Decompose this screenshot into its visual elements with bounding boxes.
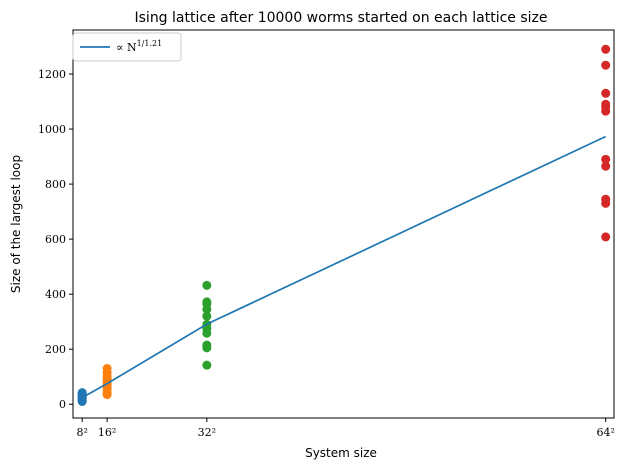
chart-marks <box>77 44 611 406</box>
data-point <box>202 340 212 350</box>
data-point <box>102 363 112 373</box>
data-point <box>601 232 611 242</box>
x-tick-label: 16² <box>98 426 116 439</box>
data-point <box>601 194 611 204</box>
y-tick-label: 400 <box>45 288 66 301</box>
y-tick-label: 1200 <box>38 68 66 81</box>
y-tick-label: 600 <box>45 233 66 246</box>
data-point <box>202 311 212 321</box>
y-axis-ticks: 0 200 400 600 800 1000 1200 <box>38 68 73 411</box>
legend-label: ∝ N1/1.21 <box>116 39 162 54</box>
data-point <box>77 388 87 398</box>
x-tick-label: 8² <box>76 426 87 439</box>
data-point <box>601 161 611 171</box>
x-axis-label: System size <box>305 446 377 460</box>
x-tick-label: 32² <box>198 426 216 439</box>
data-point <box>202 360 212 370</box>
x-tick-label: 64² <box>596 426 614 439</box>
chart-title: Ising lattice after 10000 worms started … <box>135 10 548 26</box>
fit-line <box>81 135 607 399</box>
y-tick-label: 200 <box>45 343 66 356</box>
plot-frame <box>72 29 615 419</box>
y-tick-label: 800 <box>45 178 66 191</box>
data-point <box>601 99 611 109</box>
y-tick-label: 1000 <box>38 123 66 136</box>
data-point <box>601 60 611 70</box>
x-axis-ticks: 8² 16² 32² 64² <box>76 418 615 439</box>
legend: ∝ N1/1.21 <box>72 32 182 62</box>
data-point <box>202 297 212 307</box>
data-point <box>202 280 212 290</box>
data-point <box>601 88 611 98</box>
data-point <box>601 44 611 54</box>
y-axis-label: Size of the largest loop <box>9 155 23 293</box>
y-tick-label: 0 <box>59 398 66 411</box>
legend-box <box>72 32 182 62</box>
data-point <box>601 154 611 164</box>
